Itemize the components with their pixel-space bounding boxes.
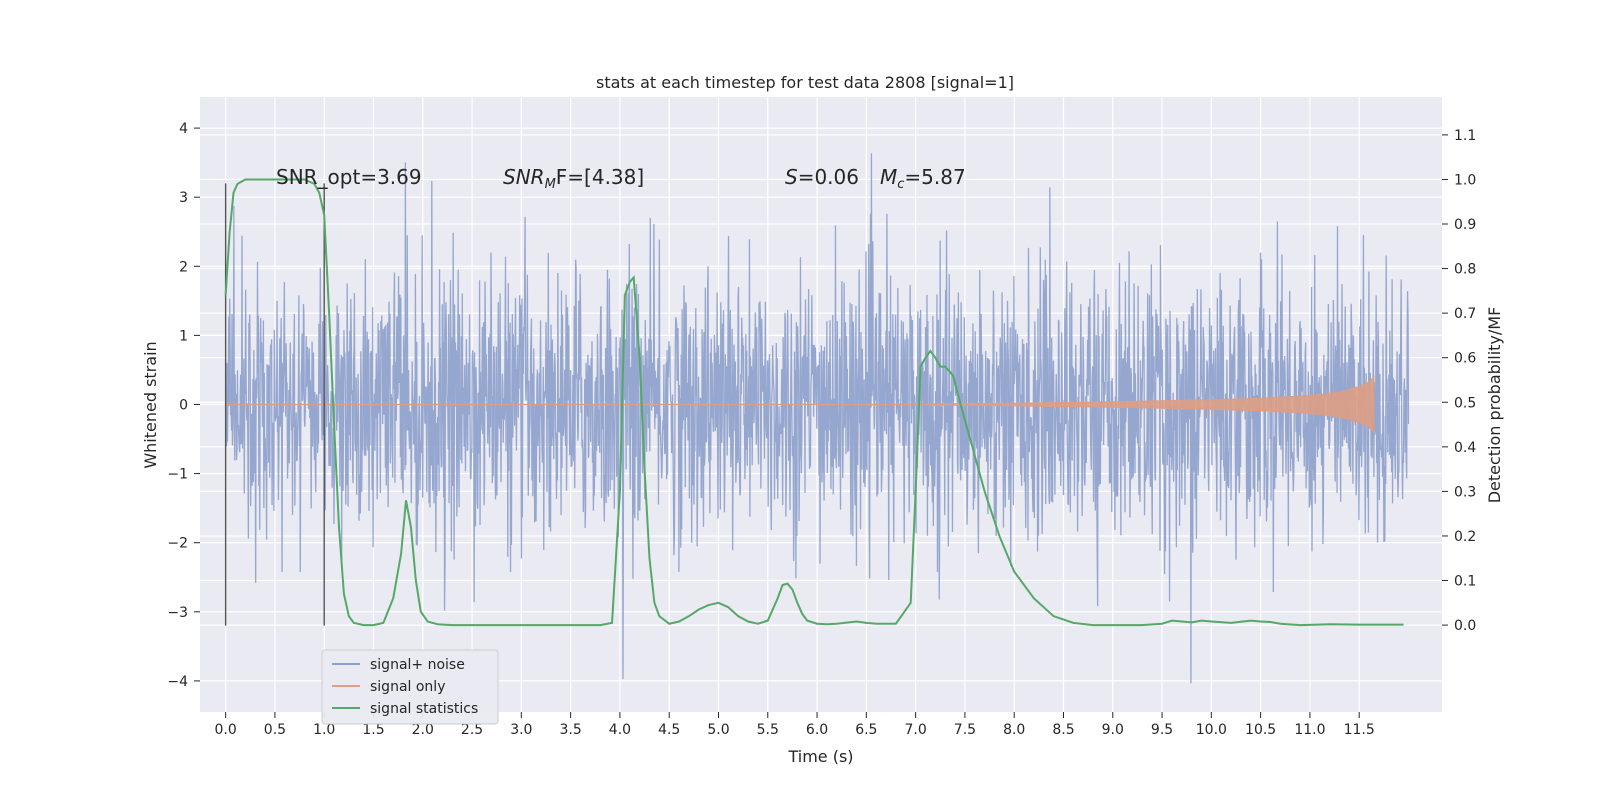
annotation-mc: Mc=5.87 xyxy=(880,165,966,192)
series-signal-plus-noise xyxy=(224,153,1410,684)
x-axis-ticks: 0.0 0.5 1.0 1.5 2.0 2.5 3.0 3.5 4.0 4.5 5.0 5.5 6.0 6… xyxy=(214,712,1375,738)
vertical-markers xyxy=(224,183,325,626)
x-tick-label-15: 7.5 xyxy=(954,722,976,738)
y2-tick-label-5: 0.6 xyxy=(1454,351,1476,367)
y-tick-label-0: 4 xyxy=(179,121,188,137)
y-tick-label-7: −3 xyxy=(167,605,188,621)
mc-label: M xyxy=(880,165,897,189)
x-tick-label-22: 11.0 xyxy=(1294,722,1325,738)
x-tick-label-21: 10.5 xyxy=(1245,722,1276,738)
snr-mf-label: SNR xyxy=(503,165,545,189)
y-tick-label-5: −1 xyxy=(167,467,188,483)
chart-title: stats at each timestep for test data 280… xyxy=(596,73,1014,92)
y-tick-label-1: 3 xyxy=(179,190,188,206)
x-tick-label-2: 1.0 xyxy=(313,722,335,738)
x-tick-label-5: 2.5 xyxy=(461,722,483,738)
snr-mf-value: F=[4.38] xyxy=(556,165,644,189)
mc-value: =5.87 xyxy=(904,165,965,189)
x-tick-label-4: 2.0 xyxy=(412,722,434,738)
x-tick-label-20: 10.0 xyxy=(1196,722,1227,738)
mc-subscript: c xyxy=(897,177,904,192)
legend-label-signal-plus-noise: signal+ noise xyxy=(370,657,465,673)
legend: signal+ noise signal only signal statist… xyxy=(321,649,499,725)
y2-tick-label-3: 0.8 xyxy=(1454,262,1476,278)
y-axis-ticks: 4 3 2 1 0 −1 −2 −3 −4 xyxy=(167,121,200,690)
x-tick-label-19: 9.5 xyxy=(1151,722,1173,738)
y2-axis-ticks: 1.1 1.0 0.9 0.8 0.7 0.6 0.5 0.4 0.3 0.2 0.1 0.0 xyxy=(1442,128,1476,634)
y2-tick-label-2: 0.9 xyxy=(1454,217,1476,233)
y2-tick-label-10: 0.1 xyxy=(1454,574,1476,590)
s-value: =0.06 xyxy=(798,165,859,189)
x-tick-label-12: 6.0 xyxy=(806,722,828,738)
x-tick-label-14: 7.0 xyxy=(904,722,926,738)
x-tick-label-8: 4.0 xyxy=(609,722,631,738)
noise-trace xyxy=(224,153,1410,684)
legend-label-signal-statistics: signal statistics xyxy=(370,701,478,717)
x-tick-label-18: 9.0 xyxy=(1102,722,1124,738)
y-tick-label-6: −2 xyxy=(167,536,188,552)
y-tick-label-8: −4 xyxy=(167,674,188,690)
annotation-snr-opt: SNR_opt=3.69 xyxy=(276,165,422,189)
y2-tick-label-8: 0.3 xyxy=(1454,484,1476,500)
x-tick-label-3: 1.5 xyxy=(362,722,384,738)
y2-tick-label-7: 0.4 xyxy=(1454,440,1476,456)
legend-label-signal-only: signal only xyxy=(370,679,445,695)
annotation-s: S=0.06 xyxy=(785,165,859,189)
y2-tick-label-11: 0.0 xyxy=(1454,618,1476,634)
x-tick-label-17: 8.5 xyxy=(1052,722,1074,738)
x-tick-label-16: 8.0 xyxy=(1003,722,1025,738)
snr-mf-subscript: M xyxy=(545,177,556,192)
x-tick-label-11: 5.5 xyxy=(757,722,779,738)
y2-tick-label-4: 0.7 xyxy=(1454,306,1476,322)
series-signal-statistics xyxy=(224,178,1404,627)
y2-tick-label-9: 0.2 xyxy=(1454,529,1476,545)
x-axis-label: Time (s) xyxy=(787,747,853,766)
legend-box xyxy=(321,649,499,725)
x-tick-label-1: 0.5 xyxy=(264,722,286,738)
y-tick-label-2: 2 xyxy=(179,259,188,275)
x-tick-label-6: 3.0 xyxy=(510,722,532,738)
series-signal-only xyxy=(225,375,1375,434)
y2-tick-label-1: 1.0 xyxy=(1454,172,1476,188)
annotation-snr-mf: SNRMF=[4.38] xyxy=(503,165,644,192)
y-tick-label-4: 0 xyxy=(179,398,188,414)
s-label: S xyxy=(785,165,798,189)
annotations: SNR_opt=3.69 SNRMF=[4.38] S=0.06 Mc=5.87 xyxy=(276,165,966,192)
x-tick-label-23: 11.5 xyxy=(1344,722,1375,738)
x-tick-label-9: 4.5 xyxy=(658,722,680,738)
y2-axis-label: Detection probability/MF xyxy=(1485,307,1504,504)
signal-only-envelope xyxy=(915,375,1375,434)
statistics-curve xyxy=(224,178,1404,627)
y2-tick-label-6: 0.5 xyxy=(1454,395,1476,411)
y2-tick-label-0: 1.1 xyxy=(1454,128,1476,144)
grid-secondary xyxy=(200,134,1442,626)
y-tick-label-3: 1 xyxy=(179,328,188,344)
x-tick-label-10: 5.0 xyxy=(707,722,729,738)
x-tick-label-13: 6.5 xyxy=(855,722,877,738)
y-axis-label: Whitened strain xyxy=(141,341,160,468)
x-tick-label-0: 0.0 xyxy=(214,722,236,738)
x-tick-label-7: 3.5 xyxy=(559,722,581,738)
